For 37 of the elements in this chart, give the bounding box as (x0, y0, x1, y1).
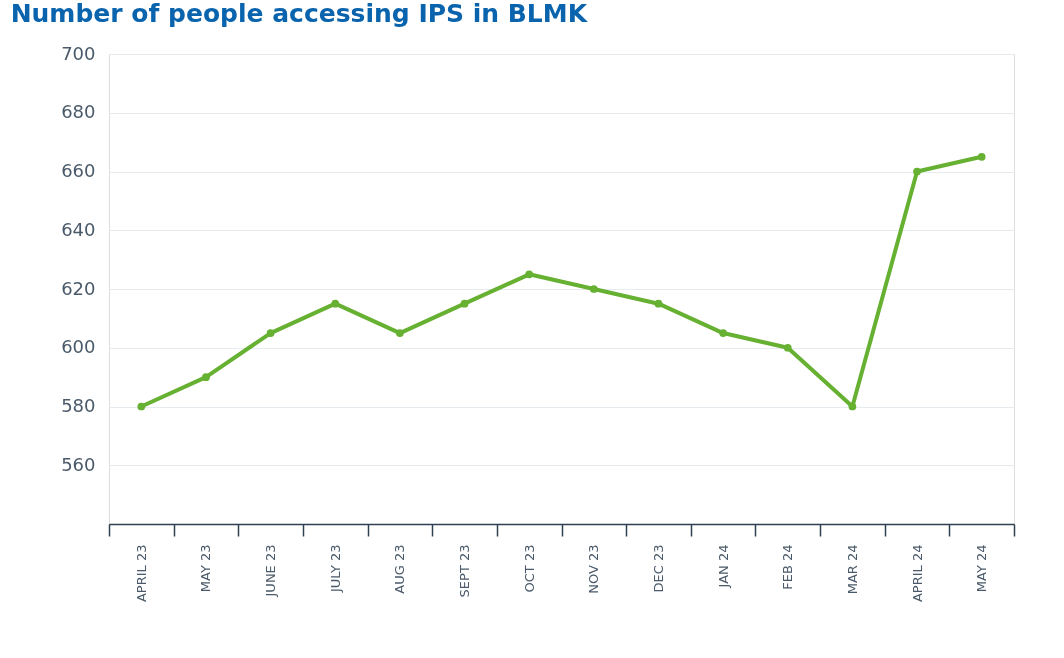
point (202, 373, 210, 381)
x-tick-label: FEB 24 (780, 544, 796, 590)
point (783, 343, 792, 352)
point (913, 167, 921, 176)
x-tick-label: JUNE 23 (263, 544, 279, 598)
point (848, 402, 857, 411)
y-tick-label: 600 (61, 336, 96, 358)
point (266, 329, 275, 337)
x-tick-label: NOV 23 (586, 544, 602, 594)
x-tick-label: SEPT 23 (457, 544, 473, 598)
point (396, 329, 404, 337)
x-tick-label: OCT 23 (521, 544, 537, 593)
x-tick-label: APRIL 24 (909, 544, 925, 603)
x-tick-label: AUG 23 (392, 544, 408, 594)
y-tick-label: 580 (61, 395, 96, 416)
y-tick-label: 680 (61, 101, 96, 123)
point (719, 329, 727, 337)
point (331, 299, 340, 308)
point (525, 270, 534, 279)
x-tick-label: MAR 24 (844, 544, 860, 595)
y-tick-label: 560 (61, 453, 96, 475)
point (977, 152, 986, 161)
y-tick-label: 700 (61, 42, 96, 64)
x-tick-label: MAY 23 (198, 544, 214, 593)
x-tick-label: APRIL 23 (133, 544, 149, 603)
y-tick-label: 640 (61, 218, 96, 240)
point (589, 285, 598, 293)
x-tick-label: DEC 23 (650, 544, 666, 593)
chart-title: Number of people accessing IPS in BLMK (10, 0, 589, 28)
point (654, 299, 663, 308)
point (137, 402, 146, 411)
y-tick-label: 660 (61, 160, 96, 181)
x-tick-label: JAN 24 (715, 544, 731, 589)
x-tick-label: MAY 24 (974, 544, 990, 593)
point (460, 299, 469, 308)
y-tick-label: 620 (61, 277, 96, 299)
x-tick-label: JULY 23 (327, 544, 343, 593)
